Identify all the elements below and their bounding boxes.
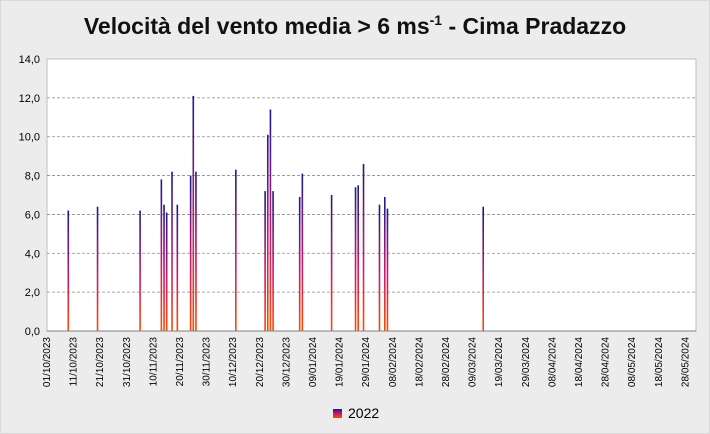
y-tick-label: 6,0 (25, 209, 40, 221)
y-tick-label: 4,0 (25, 248, 40, 260)
bar (383, 196, 386, 331)
x-tick-label: 18/04/2024 (574, 337, 585, 387)
x-tick-label: 11/10/2023 (69, 337, 80, 387)
x-tick-label: 08/05/2024 (627, 337, 638, 387)
plot-area (46, 58, 697, 332)
bar (192, 95, 195, 332)
bar (160, 179, 163, 331)
legend-label: 2022 (348, 405, 380, 421)
y-tick-label: 10,0 (19, 132, 40, 144)
y-tick-label: 8,0 (25, 171, 40, 183)
bar (171, 171, 173, 331)
bar (189, 175, 192, 331)
x-tick-label: 28/02/2024 (441, 337, 452, 387)
bar (301, 173, 304, 331)
x-tick-label: 01/10/2023 (42, 337, 53, 387)
x-tick-label: 09/01/2024 (308, 337, 319, 387)
bar (362, 163, 365, 331)
bar (163, 204, 165, 331)
bar (235, 169, 237, 331)
x-tick-label: 28/04/2024 (601, 337, 612, 387)
bar (357, 185, 360, 331)
x-tick-label: 10/12/2023 (228, 337, 239, 387)
title-rest: - Cima Pradazzo (442, 13, 627, 39)
bar (195, 171, 197, 331)
x-tick-label: 30/12/2023 (281, 337, 292, 387)
bar (298, 196, 301, 331)
bar (269, 109, 272, 331)
x-axis-ticks: 01/10/2023 11/10/2023 21/10/2023 31/10/2023… (42, 337, 691, 387)
x-tick-label: 18/05/2024 (654, 337, 665, 387)
title-main: Velocità del vento media > 6 ms (83, 13, 430, 39)
bar (96, 206, 99, 331)
x-tick-label: 21/10/2023 (95, 337, 106, 387)
bars (67, 95, 485, 332)
bar (330, 195, 333, 331)
bar (67, 210, 70, 331)
x-tick-label: 20/11/2023 (175, 337, 186, 387)
x-tick-label: 10/11/2023 (148, 337, 159, 387)
wind-speed-chart: 0,0 2,0 4,0 6,0 8,0 10,0 12,0 14,0 01/10/2023 11… (19, 54, 697, 387)
x-tick-label: 29/03/2024 (521, 337, 532, 387)
bar (386, 208, 389, 331)
legend: 2022 (333, 405, 379, 421)
legend-swatch (333, 408, 342, 418)
x-tick-label: 08/04/2024 (547, 337, 558, 387)
x-tick-label: 29/01/2024 (361, 337, 372, 387)
y-tick-label: 0,0 (25, 326, 40, 338)
title-superscript: -1 (429, 12, 443, 28)
y-tick-label: 14,0 (19, 54, 40, 66)
x-tick-label: 20/12/2023 (255, 337, 266, 387)
chart-title: Velocità del vento media > 6 ms-1 - Cima… (0, 12, 710, 40)
x-tick-label: 18/02/2024 (414, 337, 425, 387)
x-tick-label: 19/03/2024 (494, 337, 505, 387)
y-axis-ticks: 0,0 2,0 4,0 6,0 8,0 10,0 12,0 14,0 (19, 54, 40, 338)
bar (139, 210, 141, 331)
x-tick-label: 08/02/2024 (388, 337, 399, 387)
bar (482, 206, 485, 331)
x-tick-label: 31/10/2023 (122, 337, 133, 387)
y-tick-label: 2,0 (25, 287, 40, 299)
bar (165, 212, 168, 331)
y-tick-label: 12,0 (19, 93, 40, 105)
x-tick-label: 09/03/2024 (468, 337, 479, 387)
bar (266, 134, 269, 331)
bar (272, 191, 274, 331)
x-tick-label: 19/01/2024 (335, 337, 346, 387)
bar (264, 191, 266, 331)
bar (176, 204, 179, 331)
bar (354, 187, 357, 331)
x-tick-label: 28/05/2024 (680, 337, 691, 387)
gridlines (47, 97, 696, 293)
x-tick-label: 30/11/2023 (202, 337, 213, 387)
bar (378, 204, 381, 331)
